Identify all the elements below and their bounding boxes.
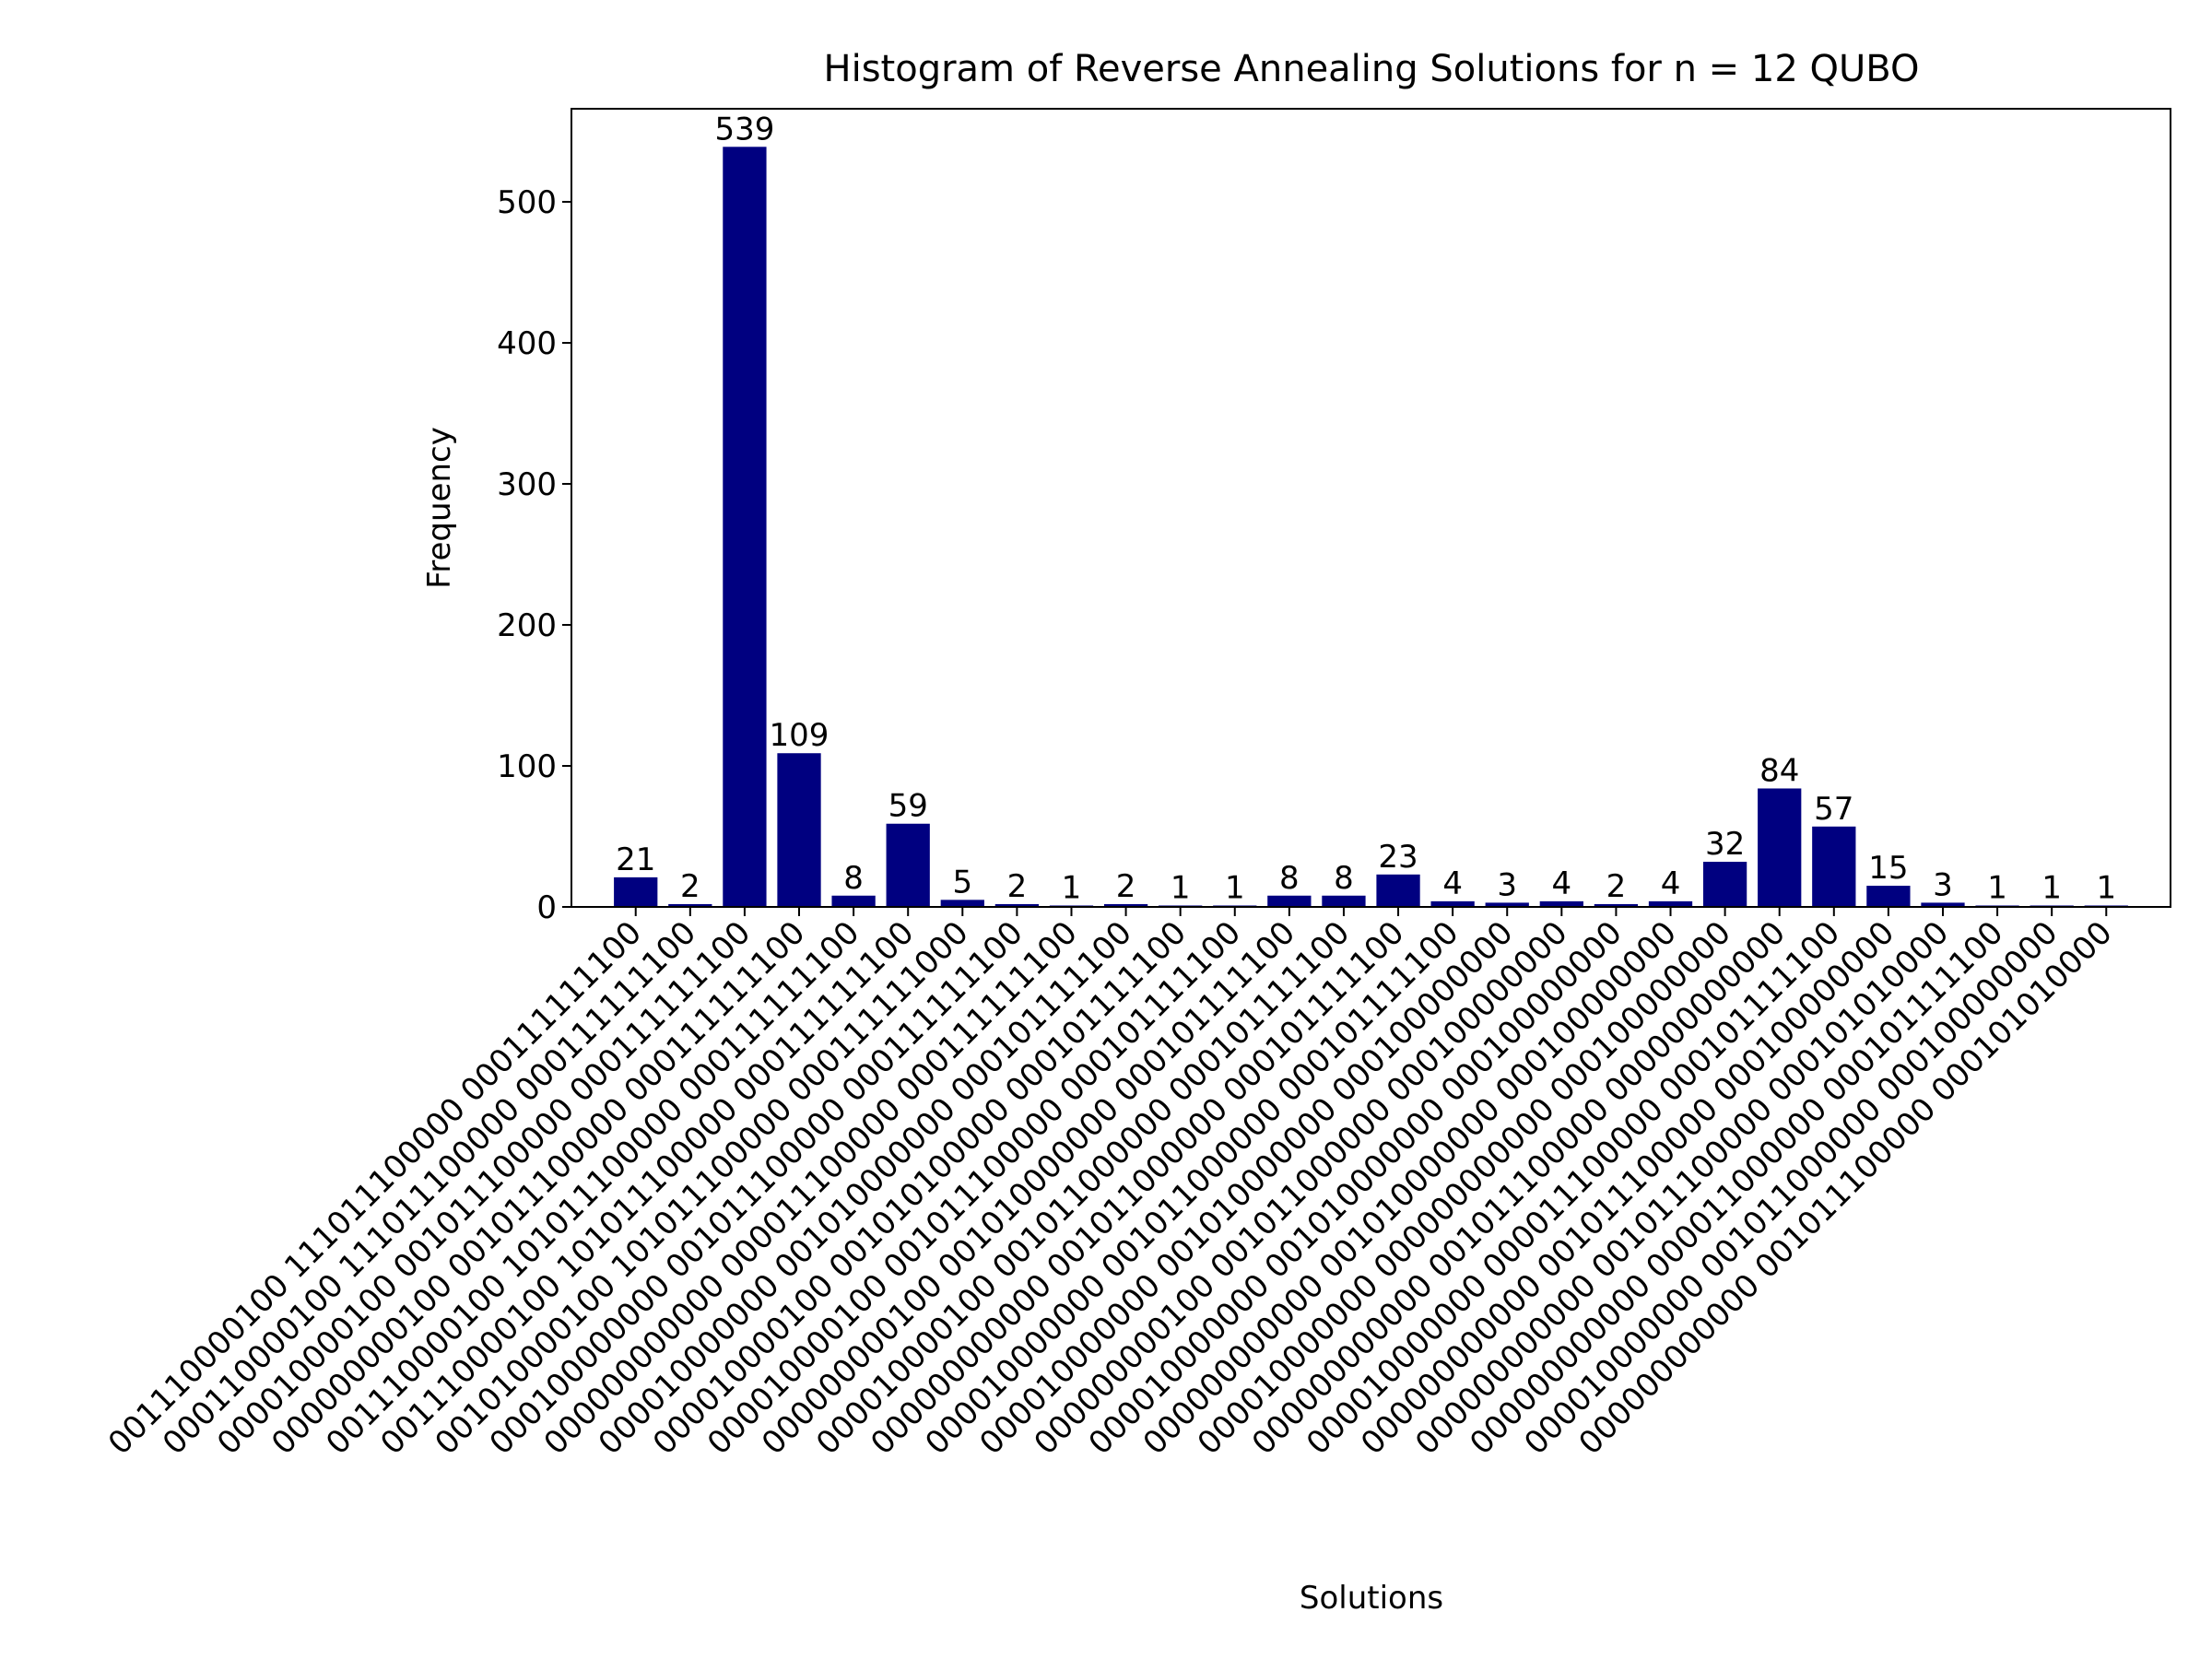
bar-value-label: 2: [1116, 868, 1136, 905]
bar: [994, 903, 1040, 907]
bar: [886, 823, 930, 907]
bar: [831, 895, 876, 907]
bar: [1758, 788, 1802, 907]
bar-value-label: 1: [2096, 869, 2116, 906]
y-tick-label: 0: [536, 889, 557, 926]
bar-value-label: 57: [1814, 791, 1853, 828]
bar-value-label: 3: [1933, 866, 1953, 903]
bar: [1539, 900, 1583, 907]
bar: [1812, 826, 1856, 907]
bar: [1921, 902, 1965, 907]
bar-value-label: 2: [680, 868, 700, 905]
bar-value-label: 4: [1661, 865, 1681, 902]
bar-value-label: 8: [843, 860, 864, 897]
bar: [1594, 903, 1639, 907]
y-axis-label: Frequency: [421, 427, 458, 589]
bar-value-label: 4: [1552, 865, 1572, 902]
bar: [1322, 895, 1366, 907]
bar-value-label: 8: [1279, 860, 1300, 897]
bar-value-label: 32: [1705, 826, 1745, 863]
bar: [1648, 900, 1693, 907]
bar-value-label: 2: [1007, 868, 1028, 905]
bar-value-label: 1: [2041, 869, 2062, 906]
bar-value-label: 23: [1378, 839, 1418, 876]
bar: [1103, 903, 1148, 907]
bar-value-label: 3: [1497, 866, 1517, 903]
bar: [1430, 900, 1475, 907]
bar-value-label: 59: [888, 788, 928, 825]
bar: [777, 753, 821, 907]
bar: [668, 903, 712, 907]
bar-value-label: 84: [1759, 752, 1799, 789]
bar-value-label: 1: [1171, 869, 1191, 906]
bar-value-label: 4: [1442, 865, 1463, 902]
y-tick-label: 200: [497, 607, 557, 644]
bar: [1702, 862, 1747, 907]
bar-value-label: 15: [1868, 850, 1908, 887]
y-tick-label: 500: [497, 184, 557, 221]
y-tick-label: 300: [497, 466, 557, 503]
bar: [1267, 895, 1312, 907]
bar-value-label: 8: [1334, 860, 1354, 897]
bar-value-label: 1: [1987, 869, 2007, 906]
y-tick-label: 400: [497, 325, 557, 362]
bar-value-label: 5: [952, 864, 972, 900]
bar: [1866, 886, 1911, 907]
bar: [940, 900, 984, 907]
bar: [1376, 874, 1420, 907]
y-tick-label: 100: [497, 748, 557, 785]
bar: [614, 877, 658, 907]
bar-value-label: 1: [1225, 869, 1245, 906]
bar-value-label: 21: [616, 841, 655, 878]
bar-value-label: 1: [1062, 869, 1082, 906]
chart-title: Histogram of Reverse Annealing Solutions…: [824, 48, 1920, 90]
bar-value-label: 2: [1606, 868, 1627, 905]
x-axis-label: Solutions: [1300, 1580, 1443, 1617]
plot-frame: [571, 108, 2171, 908]
bar-value-label: 109: [770, 717, 830, 754]
bar: [1485, 902, 1529, 907]
bar-value-label: 539: [714, 111, 774, 147]
bar: [723, 147, 767, 907]
